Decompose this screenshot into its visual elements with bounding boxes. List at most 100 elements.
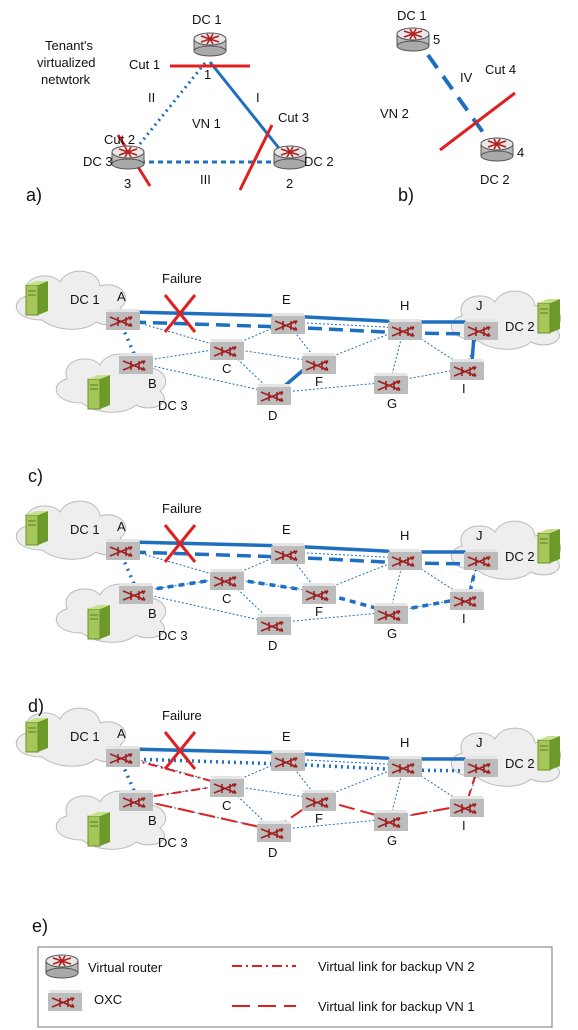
oxc-node-D-icon xyxy=(256,383,292,406)
b-vn2-label: VN 2 xyxy=(380,106,409,121)
legend-backup-vn1: Virtual link for backup VN 1 xyxy=(318,999,475,1014)
cut2-label: Cut 2 xyxy=(104,132,135,147)
node-H-label: H xyxy=(400,298,409,313)
oxc-node-I-icon xyxy=(449,358,485,381)
panel-c-label: c) xyxy=(28,466,43,486)
oxc-node-H-icon xyxy=(387,755,423,778)
primary-link-E-H xyxy=(286,751,405,761)
panel-b: DC 1 5 Cut 4 IV VN 2 4 DC 2 b) xyxy=(380,8,524,205)
router-dc1-icon xyxy=(193,32,227,57)
net-dc3-label: DC 3 xyxy=(158,835,188,850)
panel-b-label: b) xyxy=(398,185,414,205)
link-II xyxy=(133,62,207,151)
net-dc1-label: DC 1 xyxy=(70,522,100,537)
failure-label: Failure xyxy=(162,708,202,723)
link-III-label: III xyxy=(200,172,211,187)
panel-a: Tenant's virtualized netwtork DC 1 1 Cut… xyxy=(26,12,334,205)
oxc-node-F-icon xyxy=(301,789,337,812)
oxc-node-J-icon xyxy=(463,755,499,778)
link-IV-label: IV xyxy=(460,70,473,85)
node-F-label: F xyxy=(315,811,323,826)
a-node1-label: 1 xyxy=(204,67,211,82)
physical-link-C-D xyxy=(225,577,274,624)
oxc-node-E-icon xyxy=(270,542,306,565)
physical-link-C-E xyxy=(225,321,288,349)
node-F-label: F xyxy=(315,374,323,389)
legend-virtual-router: Virtual router xyxy=(88,960,163,975)
a-vn1-label: VN 1 xyxy=(192,116,221,131)
net-dc2-label: DC 2 xyxy=(505,756,535,771)
net-dc3-label: DC 3 xyxy=(158,628,188,643)
node-A-label: A xyxy=(117,519,126,534)
net-dc3-label: DC 3 xyxy=(158,398,188,413)
cut4-label: Cut 4 xyxy=(485,62,516,77)
physical-link-C-E xyxy=(225,551,288,579)
node-C-label: C xyxy=(222,361,231,376)
server-dc2-icon xyxy=(537,735,561,771)
oxc-node-I-icon xyxy=(449,588,485,611)
oxc-node-G-icon xyxy=(373,809,409,832)
cut3-line xyxy=(238,124,274,191)
link-I xyxy=(208,61,284,153)
server-dc1-icon xyxy=(25,510,49,546)
legend-router-icon xyxy=(45,954,79,979)
node-H-label: H xyxy=(400,735,409,750)
node-J-label: J xyxy=(476,298,483,313)
physical-link-D-G xyxy=(272,381,391,394)
node-I-label: I xyxy=(462,381,466,396)
node-B-label: B xyxy=(148,813,157,828)
panel-a-label: a) xyxy=(26,185,42,205)
legend-oxc: OXC xyxy=(94,992,122,1007)
node-F-label: F xyxy=(315,604,323,619)
node-G-label: G xyxy=(387,396,397,411)
vn-link-A-E xyxy=(131,320,284,329)
tenant-label-line2: virtualized xyxy=(37,55,96,70)
oxc-node-J-icon xyxy=(463,548,499,571)
panel-c: Failure A B C D E F G H I J DC 1 DC 2 DC 3 xyxy=(15,270,562,423)
cut1-label: Cut 1 xyxy=(129,57,160,72)
cut3-label: Cut 3 xyxy=(278,110,309,125)
server-dc1-icon xyxy=(25,280,49,316)
physical-link-I-J xyxy=(465,764,481,806)
backup-vn1-link-B-D xyxy=(134,798,274,831)
server-dc3-icon xyxy=(87,374,111,410)
oxc-node-F-icon xyxy=(301,352,337,375)
node-E-label: E xyxy=(282,522,291,537)
server-dc1-icon xyxy=(25,717,49,753)
b-dc1-label: DC 1 xyxy=(397,8,427,23)
tenant-label-line1: Tenant's xyxy=(45,38,94,53)
oxc-node-B-icon xyxy=(118,582,154,605)
physical-link-D-G xyxy=(272,818,391,831)
legend: Virtual router OXC Virtual link for back… xyxy=(37,946,553,1028)
failure-label: Failure xyxy=(162,271,202,286)
panel-e: Failure A B C D E F G H I J DC 1 DC 2 DC 3 xyxy=(15,707,562,860)
oxc-node-A-icon xyxy=(105,538,141,561)
vn-link-A-E xyxy=(131,550,284,559)
cut4-line xyxy=(439,91,516,152)
physical-link-D-G xyxy=(272,611,391,624)
failure-cross xyxy=(163,294,197,333)
link-IV xyxy=(426,53,494,147)
a-node2-label: 2 xyxy=(286,176,293,191)
router-dc3-icon xyxy=(111,145,145,170)
failure-cross xyxy=(163,731,197,770)
legend-oxc-icon xyxy=(47,989,83,1012)
node-G-label: G xyxy=(387,833,397,848)
vn-link-E-H xyxy=(286,762,405,772)
vn-link-A-B xyxy=(120,325,137,357)
vn-link-A-B xyxy=(120,762,137,794)
b-dc2-label: DC 2 xyxy=(480,172,510,187)
node-A-label: A xyxy=(117,726,126,741)
tenant-label-line3: netwtork xyxy=(41,72,91,87)
link-I-label: I xyxy=(256,90,260,105)
primary-link-E-H xyxy=(286,314,405,324)
panel-d-label: d) xyxy=(28,696,44,716)
physical-link-C-D xyxy=(225,784,274,831)
failure-label: Failure xyxy=(162,501,202,516)
physical-link-E-H xyxy=(286,321,405,329)
vn-link-A-E xyxy=(131,757,284,766)
vn-link-E-H xyxy=(286,555,405,565)
node-E-label: E xyxy=(282,729,291,744)
node-D-label: D xyxy=(268,638,277,653)
